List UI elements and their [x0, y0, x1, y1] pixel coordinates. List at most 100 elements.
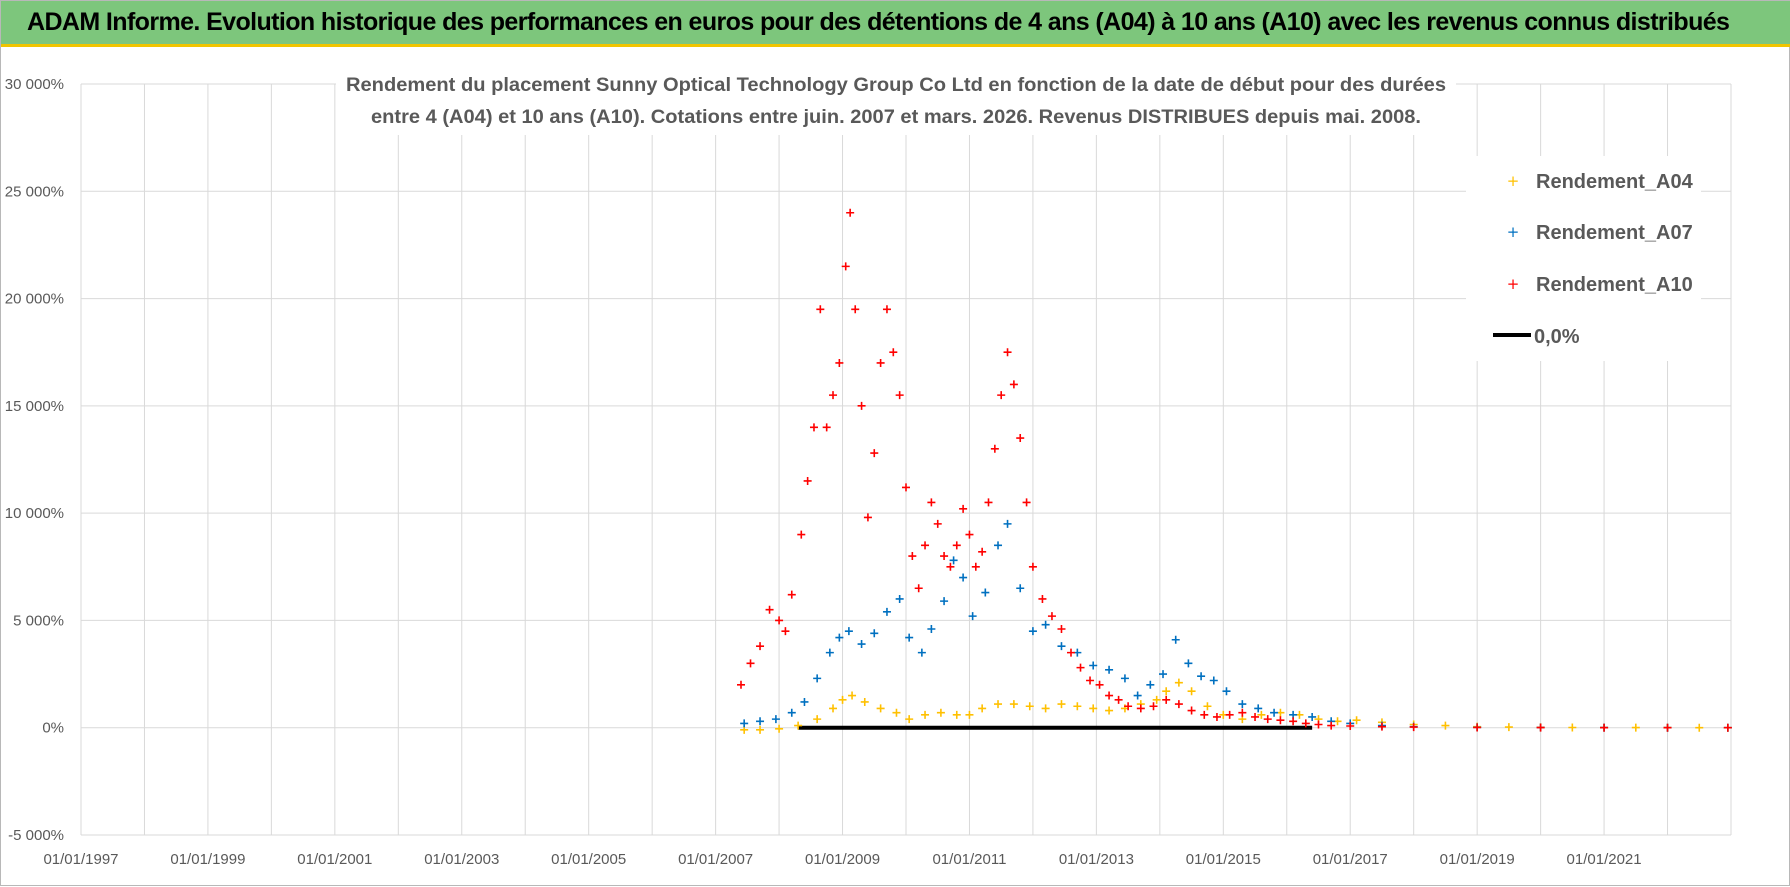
data-point [1095, 680, 1104, 689]
data-point [1146, 680, 1155, 689]
data-point [1251, 712, 1260, 721]
x-tick-label: 01/01/2005 [551, 851, 626, 868]
x-tick-label: 01/01/2007 [678, 851, 753, 868]
data-point [1041, 704, 1050, 713]
data-point [809, 423, 818, 432]
legend-marker-a07: + [1507, 223, 1520, 241]
data-point [829, 704, 838, 713]
data-point [1568, 723, 1577, 732]
data-point [952, 541, 961, 550]
x-tick-label: 01/01/2017 [1313, 851, 1388, 868]
banner: ADAM Informe. Evolution historique des p… [1, 1, 1790, 47]
data-point [1171, 635, 1180, 644]
data-point [959, 573, 968, 582]
data-point [800, 697, 809, 706]
data-point [905, 715, 914, 724]
data-point [1003, 348, 1012, 357]
data-point [822, 423, 831, 432]
data-point [1441, 721, 1450, 730]
data-point [1200, 710, 1209, 719]
legend-label-a10: Rendement_A10 [1536, 274, 1693, 296]
data-point [949, 556, 958, 565]
x-tick-label: 01/01/1997 [43, 851, 118, 868]
data-point [1187, 706, 1196, 715]
data-point [876, 358, 885, 367]
y-tick-label: 30 000% [5, 76, 64, 93]
data-point [803, 476, 812, 485]
data-point [1047, 612, 1056, 621]
data-point [1105, 691, 1114, 700]
data-point [1238, 700, 1247, 709]
x-tick-label: 01/01/2003 [424, 851, 499, 868]
data-point [1076, 663, 1085, 672]
series-rendement-a04 [740, 678, 1732, 734]
data-point [940, 552, 949, 561]
data-point [863, 513, 872, 522]
data-point [857, 640, 866, 649]
data-point [841, 262, 850, 271]
data-point [971, 562, 980, 571]
data-point [838, 695, 847, 704]
data-point [1695, 723, 1704, 732]
data-point [1105, 706, 1114, 715]
data-point [1016, 434, 1025, 443]
data-point [965, 710, 974, 719]
data-point [737, 680, 745, 689]
chart-title-line-1: Rendement du placement Sunny Optical Tec… [346, 74, 1446, 96]
data-point [876, 704, 885, 713]
data-point [1314, 720, 1323, 729]
data-point [1473, 723, 1482, 732]
legend-marker-a10: + [1507, 275, 1520, 293]
x-tick-label: 01/01/2013 [1059, 851, 1134, 868]
data-point [771, 715, 780, 724]
grid [80, 83, 1732, 836]
data-point [1238, 708, 1247, 717]
data-point [1536, 723, 1545, 732]
data-point [1174, 678, 1183, 687]
data-point [1089, 704, 1098, 713]
data-point [870, 449, 879, 458]
data-point [835, 358, 844, 367]
data-point [857, 401, 866, 410]
data-point [1086, 676, 1095, 685]
data-point [1209, 676, 1218, 685]
data-point [1663, 723, 1672, 732]
data-point [740, 719, 749, 728]
data-point [756, 725, 765, 734]
data-point [959, 504, 968, 513]
data-point [1257, 710, 1266, 719]
data-point [1174, 700, 1183, 709]
data-point [994, 700, 1003, 709]
x-tick-label: 01/01/2009 [805, 851, 880, 868]
data-point [848, 691, 857, 700]
data-point [1009, 700, 1018, 709]
x-tick-label: 01/01/2019 [1440, 851, 1515, 868]
data-point [1276, 716, 1285, 725]
data-point [1504, 723, 1513, 732]
data-point [936, 708, 945, 717]
data-point [835, 633, 844, 642]
data-point [927, 498, 936, 507]
data-point [895, 594, 904, 603]
data-point [813, 715, 822, 724]
data-point [1057, 625, 1066, 634]
data-point [905, 633, 914, 642]
data-point [1308, 712, 1317, 721]
data-point [1120, 674, 1129, 683]
data-point [1009, 380, 1018, 389]
data-point [952, 710, 961, 719]
data-point [829, 391, 838, 400]
data-point [756, 717, 765, 726]
data-point [914, 584, 923, 593]
data-point [933, 519, 942, 528]
legend: + Rendement_A04 + Rendement_A07 + Rendem… [1466, 156, 1701, 361]
data-point [1162, 687, 1171, 696]
y-tick-label: 5 000% [13, 612, 64, 629]
x-tick-label: 01/01/2015 [1186, 851, 1261, 868]
data-point [892, 708, 901, 717]
axis-ticks: 30 000% 25 000% 20 000% 15 000% 10 000% 5 000… [5, 76, 1642, 868]
y-tick-label: 20 000% [5, 291, 64, 308]
data-point [775, 724, 784, 733]
data-point [846, 208, 855, 217]
